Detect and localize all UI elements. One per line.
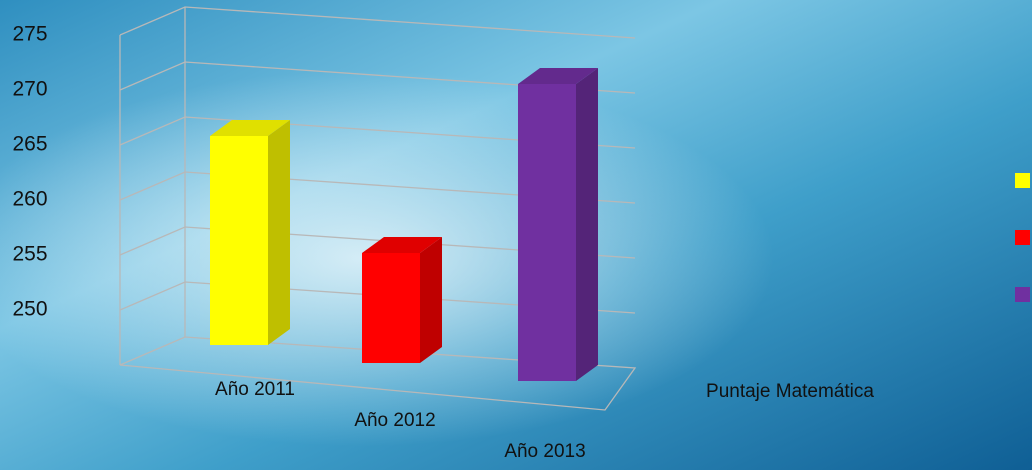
bar-side bbox=[576, 68, 598, 381]
y-tick-label: 260 bbox=[12, 188, 47, 211]
bar-front bbox=[362, 253, 420, 363]
bar-top bbox=[362, 237, 442, 253]
grid-line bbox=[119, 116, 636, 149]
bar bbox=[210, 120, 290, 345]
x-tick-label: Año 2013 bbox=[504, 441, 585, 462]
bar bbox=[518, 68, 598, 381]
bar-side bbox=[268, 120, 290, 345]
x-tick-label: Año 2011 bbox=[215, 379, 295, 400]
grid-line bbox=[119, 226, 636, 259]
bar-front bbox=[518, 84, 576, 381]
bar-top bbox=[518, 68, 598, 84]
y-tick-label: 270 bbox=[12, 78, 47, 101]
legend-swatch bbox=[1015, 230, 1030, 245]
legend-swatch bbox=[1015, 287, 1030, 302]
bar-side bbox=[420, 237, 442, 363]
y-tick-label: 255 bbox=[12, 243, 47, 266]
series-axis-label: Puntaje Matemática bbox=[706, 381, 874, 402]
floor bbox=[119, 336, 637, 411]
y-tick-label: 250 bbox=[12, 298, 47, 321]
x-tick-label: Año 2012 bbox=[354, 410, 435, 431]
grid-line bbox=[119, 281, 636, 314]
bar-front bbox=[210, 136, 268, 345]
y-tick-label: 275 bbox=[12, 23, 47, 46]
grid-line bbox=[119, 61, 636, 94]
grid-line bbox=[119, 6, 636, 39]
bar-top bbox=[210, 120, 290, 136]
bar bbox=[362, 237, 442, 363]
y-tick-label: 265 bbox=[12, 133, 47, 156]
grid-line bbox=[119, 171, 636, 204]
legend-swatch bbox=[1015, 173, 1030, 188]
